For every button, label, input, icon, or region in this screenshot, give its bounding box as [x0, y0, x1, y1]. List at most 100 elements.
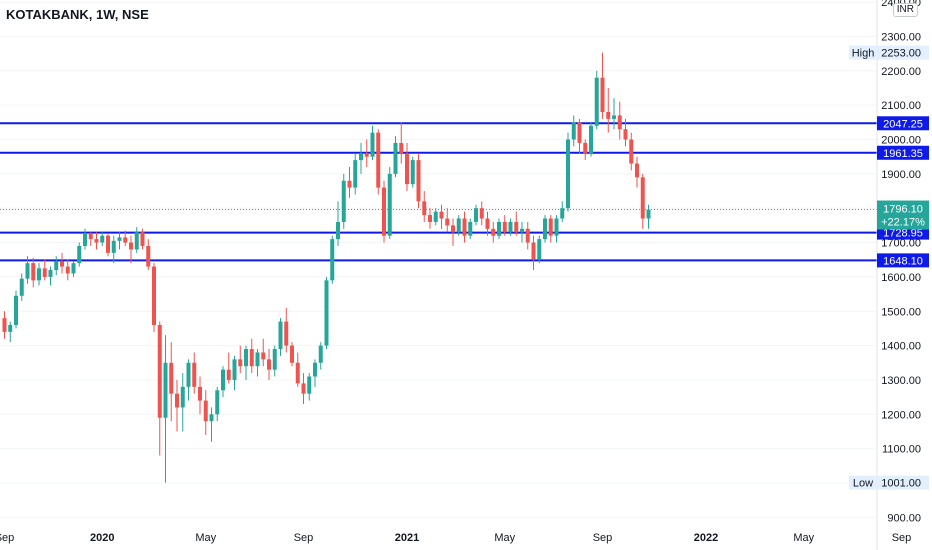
- candle-down: [123, 237, 128, 243]
- candle-up: [48, 270, 53, 277]
- level-price-label: 1728.95: [883, 228, 923, 240]
- candle-up: [324, 280, 329, 346]
- candle-up: [589, 125, 593, 154]
- last-price-value: 1796.10: [883, 204, 923, 216]
- candle-down: [198, 386, 202, 401]
- candle-up: [14, 295, 18, 325]
- candle-down: [261, 352, 266, 360]
- candle-up: [554, 218, 559, 236]
- candle-up: [54, 261, 59, 271]
- high-label-bg: [849, 45, 929, 60]
- candle-down: [640, 177, 645, 219]
- candle-up: [215, 390, 220, 415]
- candle-up: [186, 362, 191, 387]
- candle-up: [456, 218, 461, 233]
- candle-up: [318, 345, 323, 363]
- high-value: 2253.00: [881, 48, 921, 60]
- low-value: 1001.00: [881, 478, 921, 490]
- candle-up: [474, 208, 478, 222]
- last-price-label-bg: [877, 200, 929, 230]
- candle-up: [336, 221, 340, 240]
- candle-down: [140, 232, 145, 246]
- candle-down: [445, 218, 450, 226]
- y-tick-label: 1100.00: [882, 444, 921, 456]
- candle-down: [629, 139, 634, 164]
- y-tick-label: 1600.00: [881, 272, 921, 284]
- candle-down: [485, 218, 490, 229]
- candle-down: [226, 369, 231, 380]
- candle-up: [77, 245, 82, 264]
- candle-up: [571, 122, 576, 140]
- y-tick-label: 2000.00: [881, 135, 921, 147]
- level-price-label: 2047.25: [883, 118, 923, 130]
- y-tick-label: 1400.00: [881, 341, 921, 353]
- y-tick-label: 1700.00: [881, 238, 921, 250]
- candle-down: [606, 112, 611, 119]
- candle-down: [491, 228, 496, 236]
- time-axis[interactable]: Sep2020MaySep2021MaySep2022MaySep2023: [0, 532, 932, 544]
- candle-down: [106, 235, 110, 253]
- x-tick-label: Sep: [892, 532, 912, 544]
- candle-down: [2, 318, 7, 332]
- candle-down: [249, 349, 254, 367]
- y-tick-label: 900.00: [887, 512, 921, 524]
- candle-down: [422, 201, 427, 216]
- candle-up: [612, 115, 616, 119]
- candle-down: [175, 393, 179, 408]
- candle-down: [203, 400, 208, 422]
- candle-down: [451, 225, 455, 233]
- candle-down: [146, 245, 151, 267]
- candle-up: [330, 239, 335, 281]
- level-price-label-bg: [877, 145, 929, 160]
- candle-up: [341, 180, 346, 222]
- candle-up: [278, 321, 283, 350]
- candle-up: [520, 228, 524, 233]
- low-label: Low: [853, 478, 873, 490]
- level-price-label-bg: [877, 116, 929, 131]
- candle-up: [359, 153, 363, 161]
- candle-up: [393, 142, 398, 174]
- horizontal-levels[interactable]: [0, 122, 877, 262]
- candle-down: [399, 142, 404, 154]
- candle-up: [497, 221, 501, 236]
- candle-down: [65, 266, 70, 274]
- candle-up: [163, 362, 168, 418]
- candle-down: [31, 263, 36, 281]
- low-label-bg: [849, 475, 929, 490]
- last-price-change: +22.17%: [881, 217, 925, 229]
- candle-down: [502, 221, 507, 233]
- y-tick-label: 1300.00: [881, 375, 921, 387]
- candle-up: [83, 233, 87, 246]
- symbol-title[interactable]: KOTAKBANK, 1W, NSE: [6, 7, 149, 22]
- candle-down: [290, 345, 294, 363]
- currency-badge[interactable]: INR: [892, 3, 918, 17]
- candle-up: [8, 324, 13, 332]
- candle-up: [370, 132, 375, 157]
- candle-down: [382, 187, 386, 236]
- y-tick-label: 2300.00: [881, 31, 921, 43]
- price-grid: [0, 1, 877, 518]
- candle-up: [111, 240, 116, 253]
- y-tick-label: 1200.00: [881, 409, 921, 421]
- candle-up: [255, 352, 260, 367]
- candle-up: [387, 173, 392, 236]
- candle-up: [433, 211, 438, 222]
- candle-series: [2, 52, 651, 483]
- candle-up: [543, 218, 547, 240]
- candle-down: [600, 77, 605, 113]
- candle-down: [428, 215, 432, 222]
- candle-down: [88, 233, 93, 240]
- candle-down: [129, 242, 133, 250]
- candle-up: [180, 386, 185, 408]
- candle-up: [307, 376, 312, 394]
- candle-down: [267, 359, 271, 370]
- candle-up: [232, 359, 237, 380]
- candle-down: [376, 132, 381, 188]
- x-tick-label: May: [793, 532, 814, 544]
- candle-up: [272, 349, 277, 370]
- candle-down: [617, 115, 622, 130]
- x-tick-label: 2022: [694, 532, 718, 544]
- candle-down: [42, 268, 47, 277]
- candle-down: [94, 239, 99, 243]
